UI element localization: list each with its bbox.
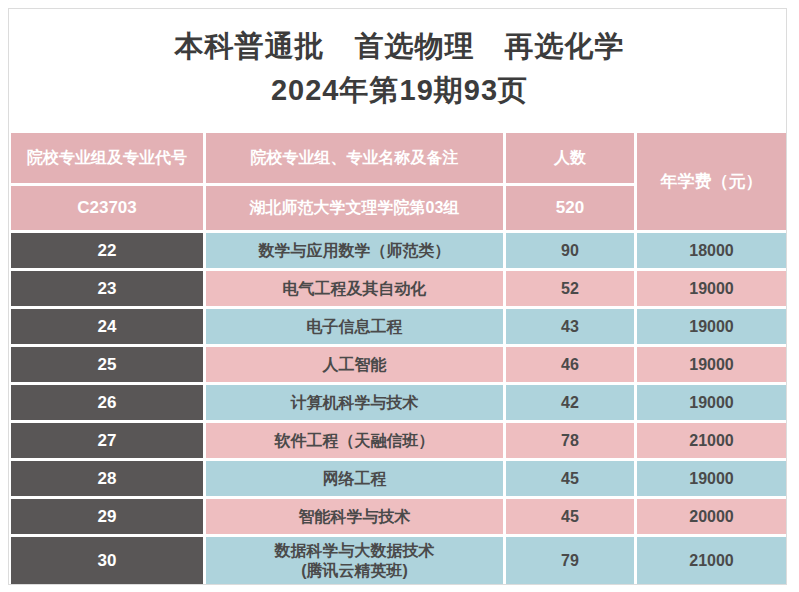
row-fee: 19000 <box>637 461 786 496</box>
row-code: 29 <box>11 499 203 534</box>
group-name: 湖北师范大学文理学院第03组 <box>206 186 503 230</box>
row-count: 52 <box>506 271 634 306</box>
row-code: 27 <box>11 423 203 458</box>
row-name: 智能科学与技术 <box>206 499 503 534</box>
row-count: 78 <box>506 423 634 458</box>
group-code: C23703 <box>11 186 203 230</box>
row-code: 30 <box>11 537 203 584</box>
row-name: 数据科学与大数据技术 (腾讯云精英班) <box>206 537 503 584</box>
row-fee: 21000 <box>637 537 786 584</box>
row-code: 28 <box>11 461 203 496</box>
row-fee: 19000 <box>637 385 786 420</box>
title-line-1: 本科普通批 首选物理 再选化学 <box>0 24 799 68</box>
admissions-table: 院校专业组及专业代号 院校专业组、专业名称及备注 人数 年学费（元） C2370… <box>11 133 786 584</box>
group-count: 520 <box>506 186 634 230</box>
row-code: 22 <box>11 233 203 268</box>
header-count-column: 人数 <box>506 133 634 183</box>
title-line-2: 2024年第19期93页 <box>0 68 799 112</box>
row-count: 90 <box>506 233 634 268</box>
row-name: 人工智能 <box>206 347 503 382</box>
header-fee-column: 年学费（元） <box>637 133 786 230</box>
row-fee: 19000 <box>637 271 786 306</box>
row-code: 23 <box>11 271 203 306</box>
row-count: 45 <box>506 499 634 534</box>
document-title: 本科普通批 首选物理 再选化学 2024年第19期93页 <box>0 24 799 112</box>
row-fee: 21000 <box>637 423 786 458</box>
row-count: 42 <box>506 385 634 420</box>
row-fee: 19000 <box>637 309 786 344</box>
row-code: 26 <box>11 385 203 420</box>
row-count: 79 <box>506 537 634 584</box>
row-name: 计算机科学与技术 <box>206 385 503 420</box>
row-fee: 19000 <box>637 347 786 382</box>
row-name: 网络工程 <box>206 461 503 496</box>
row-code: 25 <box>11 347 203 382</box>
row-count: 46 <box>506 347 634 382</box>
row-count: 45 <box>506 461 634 496</box>
header-name-column: 院校专业组、专业名称及备注 <box>206 133 503 183</box>
row-code: 24 <box>11 309 203 344</box>
row-name: 电子信息工程 <box>206 309 503 344</box>
row-name: 软件工程（天融信班） <box>206 423 503 458</box>
row-name: 电气工程及其自动化 <box>206 271 503 306</box>
row-fee: 20000 <box>637 499 786 534</box>
row-name: 数学与应用数学（师范类） <box>206 233 503 268</box>
header-code-column: 院校专业组及专业代号 <box>11 133 203 183</box>
row-fee: 18000 <box>637 233 786 268</box>
row-count: 43 <box>506 309 634 344</box>
